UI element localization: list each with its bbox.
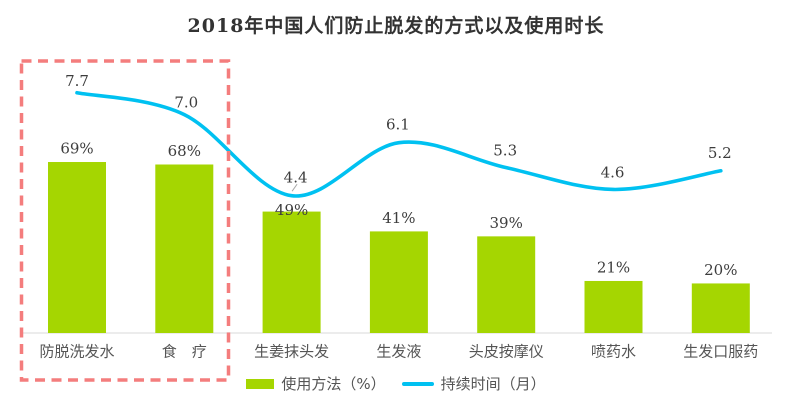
bar-value-label: 68% [168,142,201,160]
bar-series-legend-label: 使用方法（%） [281,375,386,393]
bar-value-label: 39% [490,214,523,232]
legend: 使用方法（%） 持续时间（月） [0,373,792,394]
bar-防脱洗发水 [48,162,106,333]
line-value-label: 7.7 [65,72,89,90]
highlight-dashed-box [19,59,231,382]
category-label-5: 头皮按摩仪 [469,343,544,361]
bar-value-label: 21% [597,258,630,276]
bar-头皮按摩仪 [477,236,536,333]
chart-title: 2018年中国人们防止脱发的方式以及使用时长 [187,15,605,37]
bar-食 疗 [155,164,214,333]
line-series-swatch-icon [401,381,434,386]
bar-value-label: 69% [60,140,93,158]
bar-生发口服药 [691,283,750,333]
category-label-1: 防脱洗发水 [39,343,114,361]
category-label-3: 生姜抹头发 [254,343,329,361]
category-label-6: 喷药水 [591,343,636,361]
bar-series-swatch-icon [246,378,275,389]
line-value-label: 4.6 [601,163,625,181]
line-value-label: 5.3 [493,142,517,160]
category-label-2: 食 疗 [162,343,207,361]
legend-item-usage: 使用方法（%） [246,373,386,394]
duration-line [75,90,723,198]
bar-生姜抹头发 [262,211,321,333]
bar-value-label: 41% [382,209,415,227]
line-value-label: 7.0 [174,94,198,112]
bar-生发液 [369,231,428,333]
line-value-label: 6.1 [386,116,410,134]
bar-喷药水 [584,280,643,333]
line-value-label: 5.2 [708,144,732,162]
category-label-4: 生发液 [376,343,421,361]
line-value-label: 4.4 [284,169,308,187]
legend-item-duration: 持续时间（月） [401,373,546,394]
line-series-legend-label: 持续时间（月） [440,375,546,393]
bar-value-label: 49% [275,201,308,219]
bar-value-label: 20% [704,261,737,279]
category-label-7: 生发口服药 [683,343,758,361]
label-leader-line [291,183,298,192]
